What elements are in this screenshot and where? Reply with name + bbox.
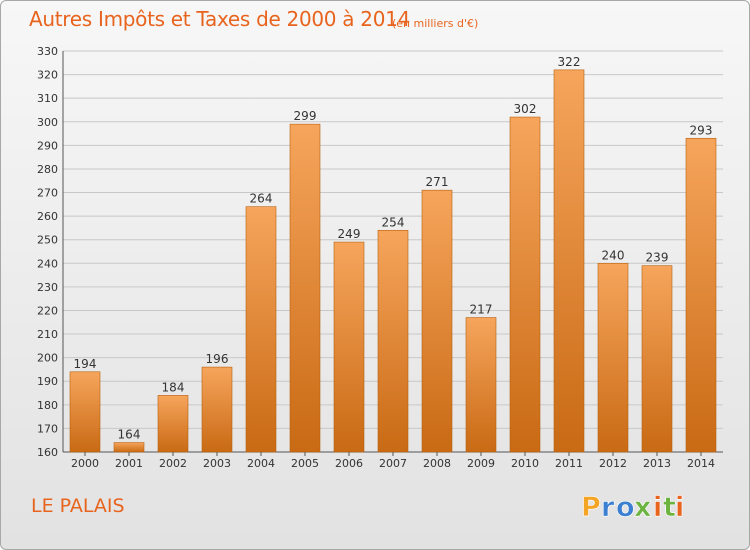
data-labels: 194 164 184 196 264 299 249 254 271 217 302 322 240 2… xyxy=(74,55,713,442)
chart-title: Autres Impôts et Taxes de 2000 à 2014 xyxy=(29,7,410,31)
y-tick-label: 210 xyxy=(37,328,58,341)
x-tick-label-2006: 2006 xyxy=(335,457,363,470)
data-label-2001: 164 xyxy=(118,428,141,442)
y-tick-label: 170 xyxy=(37,422,58,435)
x-tick-label-2007: 2007 xyxy=(379,457,407,470)
bar-2010 xyxy=(509,116,541,453)
logo-letter: P xyxy=(581,492,601,522)
data-label-2000: 194 xyxy=(74,357,97,371)
y-tick-label: 320 xyxy=(37,69,58,82)
logo-letter: o xyxy=(616,492,635,522)
y-tick-label: 280 xyxy=(37,163,58,176)
data-label-2007: 254 xyxy=(382,215,405,229)
logo-letter: t xyxy=(663,492,676,522)
bar-2002 xyxy=(157,395,189,453)
logo-letter: r xyxy=(601,492,615,522)
data-label-2009: 217 xyxy=(470,303,493,317)
y-tick-label: 270 xyxy=(37,187,58,200)
bar-2001 xyxy=(113,442,145,453)
logo-letter: i xyxy=(653,492,662,522)
x-tick-label-2001: 2001 xyxy=(115,457,143,470)
x-tick-label-2011: 2011 xyxy=(555,457,583,470)
bar-2003 xyxy=(201,366,233,453)
bar-2014 xyxy=(685,137,717,453)
bar-2006 xyxy=(333,241,365,453)
logo-letter: x xyxy=(634,492,651,522)
y-tick-label: 260 xyxy=(37,210,58,223)
y-tick-label: 190 xyxy=(37,375,58,388)
x-tick-label-2005: 2005 xyxy=(291,457,319,470)
data-label-2014: 293 xyxy=(690,123,713,137)
y-tick-label: 220 xyxy=(37,304,58,317)
y-tick-label: 180 xyxy=(37,399,58,412)
commune-name: LE PALAIS xyxy=(31,495,125,517)
data-label-2013: 239 xyxy=(646,251,669,265)
x-tick-label-2014: 2014 xyxy=(687,457,715,470)
bar-2009 xyxy=(465,317,497,453)
bar-2004 xyxy=(245,206,277,453)
x-tick-label-2013: 2013 xyxy=(643,457,671,470)
y-tick-label: 200 xyxy=(37,352,58,365)
y-tick-label: 290 xyxy=(37,139,58,152)
x-tick-label-2009: 2009 xyxy=(467,457,495,470)
data-label-2003: 196 xyxy=(206,352,229,366)
data-label-2012: 240 xyxy=(602,248,625,262)
data-label-2005: 299 xyxy=(294,109,317,123)
data-label-2011: 322 xyxy=(558,55,581,69)
data-label-2004: 264 xyxy=(250,192,273,206)
x-tick-label-2003: 2003 xyxy=(203,457,231,470)
data-label-2002: 184 xyxy=(162,380,185,394)
y-tick-label: 250 xyxy=(37,234,58,247)
chart-subtitle: (en milliers d'€) xyxy=(392,17,479,30)
x-tick-label-2008: 2008 xyxy=(423,457,451,470)
x-tick-label-2004: 2004 xyxy=(247,457,275,470)
x-tick-label-2002: 2002 xyxy=(159,457,187,470)
x-tick-label-2000: 2000 xyxy=(71,457,99,470)
bar-2011 xyxy=(553,69,585,453)
y-tick-label: 160 xyxy=(37,446,58,459)
bar-2000 xyxy=(69,371,101,453)
y-tick-label: 300 xyxy=(37,116,58,129)
y-tick-labels: 160 170 180 190 200 210 220 230 240 250 260 270 280 2… xyxy=(37,45,58,459)
logo-letter: i xyxy=(675,492,684,522)
data-label-2010: 302 xyxy=(514,102,537,116)
x-tick-label-2012: 2012 xyxy=(599,457,627,470)
data-label-2006: 249 xyxy=(338,227,361,241)
bar-2013 xyxy=(641,265,673,453)
bar-2008 xyxy=(421,189,453,453)
bar-2007 xyxy=(377,229,409,453)
y-tick-label: 240 xyxy=(37,257,58,270)
x-tick-label-2010: 2010 xyxy=(511,457,539,470)
bars xyxy=(69,69,717,453)
data-label-2008: 271 xyxy=(426,175,449,189)
y-tick-label: 310 xyxy=(37,92,58,105)
y-tick-label: 330 xyxy=(37,45,58,58)
y-tick-label: 230 xyxy=(37,281,58,294)
bar-2005 xyxy=(289,123,321,453)
bar-2012 xyxy=(597,262,629,453)
x-tick-labels: 2000 2001 2002 2003 2004 2005 2006 2007 2008 2009… xyxy=(71,452,715,470)
